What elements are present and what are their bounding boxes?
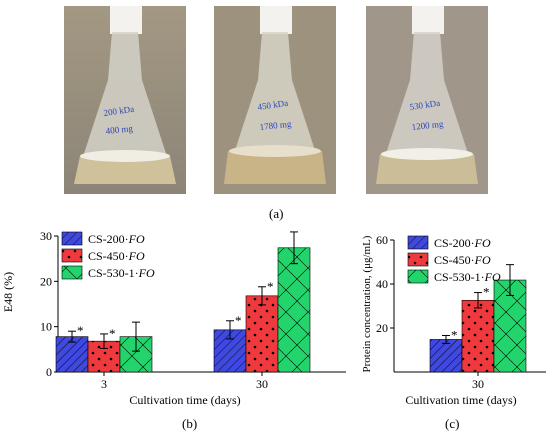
c-legend-swatch — [407, 269, 429, 284]
panel-label-b: (b) — [182, 416, 198, 431]
c-legend-swatch — [407, 252, 429, 267]
c-ytick-label: 40 — [376, 277, 388, 291]
c-xtick-label: 30 — [472, 377, 484, 391]
c-legend-label: CS-530-1·FO — [434, 270, 501, 284]
b-ytick-label: 20 — [40, 274, 52, 288]
b-xtick-label: 30 — [256, 377, 268, 391]
chart-c-ylabel: Protein concentration, (μg/mL) — [361, 235, 373, 372]
b-legend-label: CS-530-1·FO — [88, 266, 155, 280]
flask-photo-2: 450 kDa 1780 mg — [214, 6, 336, 194]
flask-1-label-line2: 400 mg — [105, 123, 134, 136]
chart-b: 0 10 20 30 3 30 * * * * CS-200·FO CS-450·FO CS-530… — [1, 229, 346, 407]
c-legend-swatch — [407, 235, 429, 250]
c-significance-star: * — [483, 285, 490, 300]
flask-3-label-line1: 530 kDa — [409, 98, 441, 112]
c-bar — [429, 339, 463, 373]
flask-2-label-line1: 450 kDa — [257, 98, 289, 112]
panel-label-a: (a) — [269, 206, 284, 221]
b-ytick-label: 0 — [46, 365, 52, 379]
b-legend-label: CS-450·FO — [88, 249, 145, 263]
c-significance-star: * — [451, 327, 458, 342]
c-legend-label: CS-450·FO — [434, 253, 491, 267]
b-legend-swatch — [61, 248, 83, 263]
flask-photo-2-image: 450 kDa 1780 mg — [214, 6, 336, 194]
b-xtick-label: 3 — [101, 377, 107, 391]
flask-photo-3: 530 kDa 1200 mg — [366, 6, 488, 194]
flask-photo-1: 200 kDa 400 mg — [64, 6, 186, 194]
b-ytick-label: 10 — [40, 320, 52, 334]
c-ytick-label: 60 — [376, 233, 388, 247]
chart-c: 20 40 60 30 * * CS-200·FO CS-450·FO CS-530-1·F… — [361, 233, 546, 407]
b-bar — [245, 295, 279, 373]
b-significance-star: * — [235, 313, 242, 328]
flask-1-label-line1: 200 kDa — [103, 104, 135, 118]
b-significance-star: * — [77, 323, 84, 338]
b-legend-swatch — [61, 231, 83, 246]
b-legend-label: CS-200·FO — [88, 232, 145, 246]
b-legend-swatch — [61, 265, 83, 280]
c-legend-label: CS-200·FO — [434, 236, 491, 250]
c-bar — [461, 299, 495, 373]
b-bar — [277, 247, 311, 373]
b-significance-star: * — [267, 279, 274, 294]
b-ytick-label: 30 — [40, 229, 52, 243]
chart-c-xlabel: Cultivation time (days) — [405, 393, 516, 407]
b-significance-star: * — [109, 326, 116, 341]
chart-b-xlabel: Cultivation time (days) — [129, 393, 240, 407]
flask-photo-1-image: 200 kDa 400 mg — [64, 6, 186, 194]
flask-3-label-line2: 1200 mg — [411, 119, 444, 132]
c-ytick-label: 20 — [376, 321, 388, 335]
chart-b-ylabel: E48 (%) — [1, 272, 15, 312]
flask-photo-3-image: 530 kDa 1200 mg — [366, 6, 488, 194]
flask-2-label-line2: 1780 mg — [259, 119, 292, 132]
panel-label-c: (c) — [445, 416, 460, 431]
